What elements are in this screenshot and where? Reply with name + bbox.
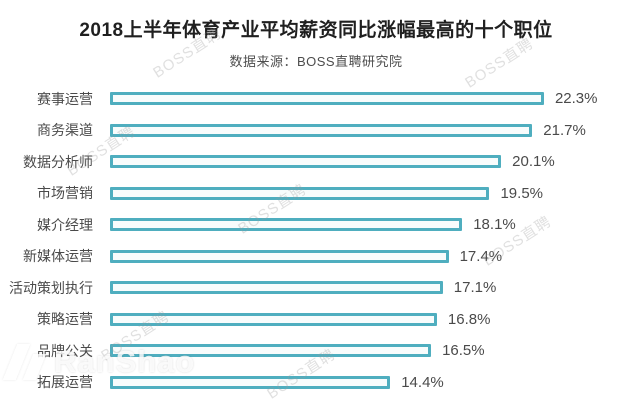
bar-label: 市场营销: [37, 185, 93, 202]
bar-value: 18.1%: [473, 216, 516, 234]
bar-row: 活动策划执行 17.1%: [0, 272, 632, 304]
bar: [110, 312, 437, 326]
bar-value: 16.8%: [447, 310, 491, 328]
bar-value: 16.5%: [442, 342, 485, 360]
bar: [110, 344, 432, 358]
bar-value: 20.1%: [512, 153, 555, 171]
chart-title: 2018上半年体育产业平均薪资同比涨幅最高的十个职位: [79, 20, 553, 41]
bar: [110, 155, 502, 169]
bar-label: 活动策划执行: [9, 279, 93, 296]
bar-label: 媒介经理: [37, 216, 93, 233]
data-source-label: 数据来源：BOSS直聘研究院: [229, 54, 403, 69]
bar: [110, 375, 391, 389]
bar: [110, 218, 463, 232]
bar-value: 14.4%: [401, 373, 444, 391]
bar-label: 赛事运营: [37, 90, 93, 107]
bar-value: 17.4%: [459, 247, 503, 265]
bar: [110, 92, 544, 106]
bar: [110, 123, 533, 137]
bar: [110, 281, 443, 295]
bar-label: 策略运营: [37, 311, 93, 328]
bar-row: 拓展运营 14.4%: [0, 367, 632, 399]
bar-row: 市场营销 19.5%: [0, 178, 632, 210]
bar-label: 商务渠道: [37, 122, 93, 139]
bar-value: 21.7%: [543, 121, 586, 139]
bar-row: 新媒体运营 17.4%: [0, 241, 632, 273]
bar-label: 拓展运营: [37, 374, 93, 391]
bar-chart: 赛事运营 22.3% 商务渠道 21.7% 数据分析师 20.1% 市场营销 19.5% 媒介经…: [0, 83, 632, 398]
bar: [110, 249, 449, 263]
bar-row: 赛事运营 22.3%: [0, 83, 632, 115]
bar-value: 19.5%: [500, 184, 544, 202]
bar-row: 品牌公关 16.5%: [0, 335, 632, 367]
bar: [110, 186, 490, 200]
bar-label: 品牌公关: [37, 342, 93, 359]
bar-row: 媒介经理 18.1%: [0, 209, 632, 241]
bar-row: 策略运营 16.8%: [0, 304, 632, 336]
bar-value: 17.1%: [453, 279, 497, 297]
bar-row: 数据分析师 20.1%: [0, 146, 632, 178]
bar-label: 新媒体运营: [23, 248, 93, 265]
bar-value: 22.3%: [554, 90, 598, 108]
bar-label: 数据分析师: [23, 153, 93, 170]
bar-row: 商务渠道 21.7%: [0, 115, 632, 147]
